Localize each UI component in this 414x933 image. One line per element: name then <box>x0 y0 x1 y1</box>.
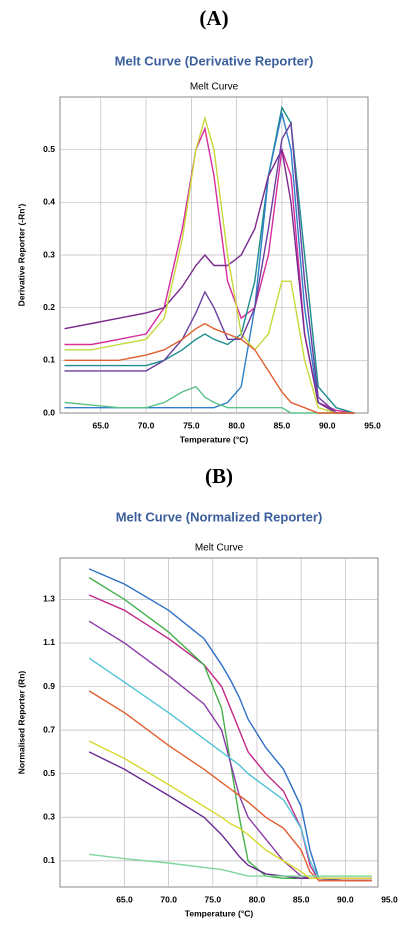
x-tick-label: 70.0 <box>138 420 155 430</box>
x-tick-label: 90.0 <box>319 420 336 430</box>
y-tick-label: 1.1 <box>43 637 55 647</box>
panel-label: (A) <box>199 6 228 30</box>
series-line <box>64 115 355 414</box>
y-tick-label: 0.5 <box>43 144 55 154</box>
series-line <box>64 147 355 414</box>
x-tick-label: 75.0 <box>183 420 200 430</box>
y-tick-label: 0.3 <box>43 812 55 822</box>
y-tick-label: 0.3 <box>43 249 55 259</box>
x-tick-label: 85.0 <box>293 894 310 904</box>
x-tick-label: 90.0 <box>337 894 354 904</box>
y-tick-label: 0.2 <box>43 302 55 312</box>
x-axis-label: Temperature (°C) <box>185 908 254 918</box>
x-tick-label: 75.0 <box>205 894 222 904</box>
y-axis-label: Normalised Reporter (Rn) <box>16 671 26 775</box>
x-tick-label: 85.0 <box>274 420 291 430</box>
series-line <box>64 385 355 414</box>
y-tick-label: 0.1 <box>43 355 55 365</box>
y-axis-label: Derivative Reporter (-Rn') <box>16 204 26 307</box>
plot-area <box>59 557 379 888</box>
series-line <box>64 105 355 414</box>
panel-label: (B) <box>205 464 233 488</box>
series-line <box>88 568 372 882</box>
y-tick-label: 0.4 <box>43 197 55 207</box>
chart-title: Melt Curve (Derivative Reporter) <box>115 53 314 68</box>
x-tick-label: 80.0 <box>249 894 266 904</box>
x-tick-label: 95.0 <box>364 420 381 430</box>
chart-subtitle: Melt Curve <box>195 543 244 554</box>
x-tick-label: 80.0 <box>228 420 245 430</box>
x-tick-label: 70.0 <box>160 894 177 904</box>
y-tick-label: 0.5 <box>43 768 55 778</box>
y-tick-label: 1.3 <box>43 594 55 604</box>
series-line <box>89 853 372 877</box>
y-tick-label: 0.1 <box>43 855 55 865</box>
x-tick-label: 65.0 <box>116 894 133 904</box>
x-axis-label: Temperature (°C) <box>180 434 249 444</box>
series-line <box>64 322 355 414</box>
y-tick-label: 0.9 <box>43 681 55 691</box>
y-tick-label: 0.0 <box>43 407 55 417</box>
series-line <box>88 740 372 879</box>
series-line <box>64 121 355 414</box>
series-line <box>88 657 372 879</box>
x-tick-label: 95.0 <box>381 894 398 904</box>
y-tick-label: 0.7 <box>43 724 55 734</box>
chart-title: Melt Curve (Normalized Reporter) <box>116 509 323 524</box>
x-tick-label: 65.0 <box>92 420 109 430</box>
chart-subtitle: Melt Curve <box>190 82 239 93</box>
series-line <box>88 690 372 882</box>
